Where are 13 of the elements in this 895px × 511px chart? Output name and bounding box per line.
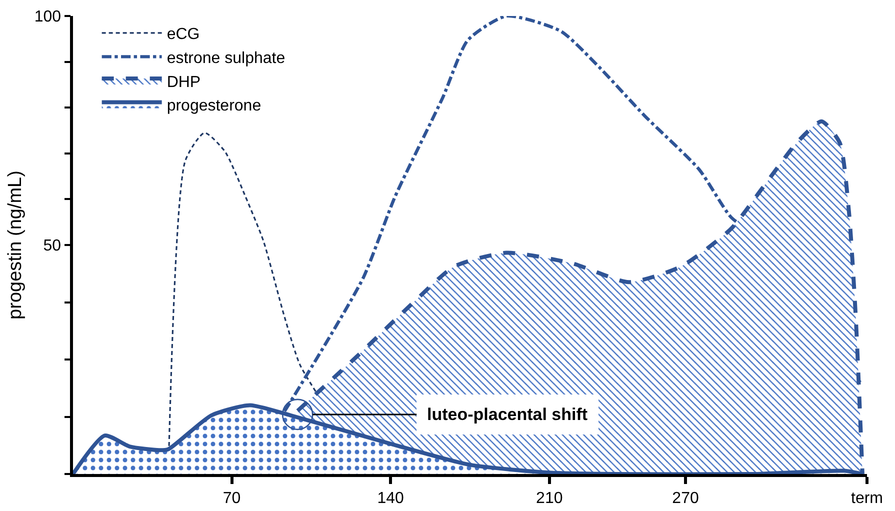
y-tick-label: 50: [43, 238, 62, 255]
x-tick-label: 270: [672, 490, 699, 507]
y-axis-title: progestin (ng/mL): [5, 170, 26, 320]
x-tick-label: 140: [377, 490, 404, 507]
legend-label: estrone sulphate: [166, 50, 286, 67]
legend-label: eCG: [166, 26, 200, 44]
legend-label: DHP: [166, 74, 201, 91]
x-tick-label: 210: [536, 490, 563, 507]
y-tick-label: 100: [34, 8, 62, 26]
annotation: luteo-placental shift: [427, 405, 588, 424]
legend-label: progesterone: [166, 98, 262, 115]
x-tick-label: 70: [222, 490, 241, 507]
x-tick-label: term: [851, 490, 883, 507]
